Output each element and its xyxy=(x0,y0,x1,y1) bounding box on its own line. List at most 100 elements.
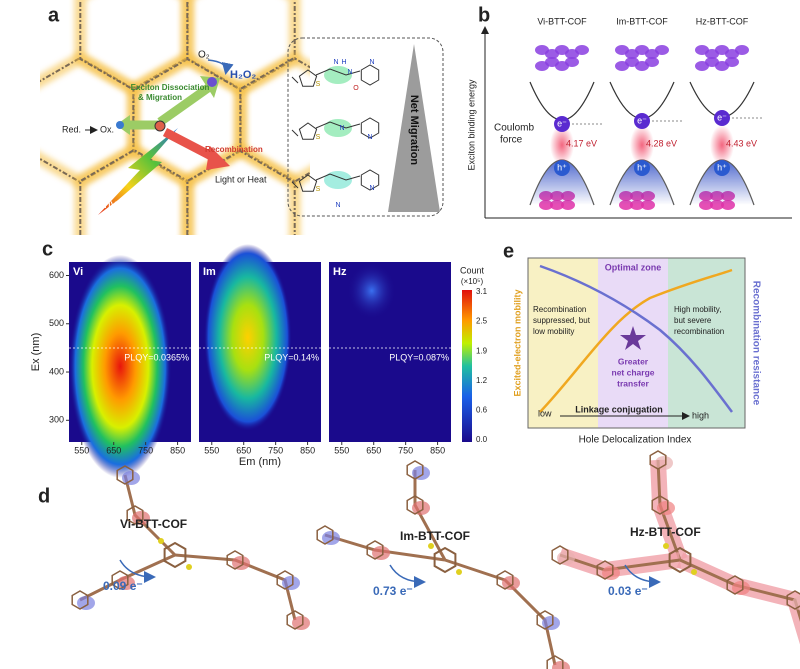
linkage-bond xyxy=(315,173,361,181)
sulfur xyxy=(158,538,164,544)
x-tick-label: 650 xyxy=(106,445,121,455)
ring xyxy=(536,610,554,630)
y-tick-label: 300 xyxy=(49,415,64,425)
lumo-lobe xyxy=(565,57,579,67)
cof-name: Vi-BTT-COF xyxy=(537,16,587,26)
ring xyxy=(546,655,564,669)
atom-label: H xyxy=(341,59,346,66)
electron xyxy=(714,110,730,126)
backbone xyxy=(444,558,557,666)
linkage-highlight xyxy=(324,171,352,189)
density-lobe xyxy=(412,466,430,480)
pyridine xyxy=(360,64,380,86)
density-lobe xyxy=(732,581,750,595)
structure-name: Hz-BTT-COF xyxy=(630,525,701,539)
side-chain xyxy=(291,181,299,189)
sulfur xyxy=(663,543,669,549)
electron xyxy=(634,113,650,129)
density-lobe xyxy=(655,456,673,470)
zone-text: net charge xyxy=(612,367,655,377)
high-label: high xyxy=(692,410,709,420)
colorbar-tick: 1.9 xyxy=(476,346,488,355)
transfer-arrow xyxy=(119,559,156,583)
panel-a: a hv O₂ H₂O₂ Exciton Dissociation& Migration… xyxy=(40,0,444,235)
zone-label: Optimal zone xyxy=(605,262,662,272)
net-migration-label: Net Migration xyxy=(408,95,420,166)
density-lobe xyxy=(657,501,675,515)
h2o2-label: H₂O₂ xyxy=(230,69,256,81)
density-lobe xyxy=(542,616,560,630)
x-tick-label: 650 xyxy=(236,445,251,455)
density-lobe xyxy=(292,616,310,630)
ring xyxy=(406,495,424,515)
map-name: Vi xyxy=(73,266,83,278)
ring xyxy=(726,575,744,595)
linkage-highlight xyxy=(324,119,352,137)
charge-label: 0.73 e⁻ xyxy=(373,584,413,598)
x-tick-label: 850 xyxy=(430,445,445,455)
coulomb-glow xyxy=(550,125,574,165)
x-tick-label: 750 xyxy=(268,445,283,455)
honeycomb xyxy=(40,0,310,235)
hole xyxy=(714,160,730,176)
ring xyxy=(71,590,89,610)
emission-blob xyxy=(347,262,397,320)
core-ring xyxy=(163,541,187,569)
structure-name: Im-BTT-COF xyxy=(400,529,470,543)
colorbar-tick: 0.0 xyxy=(476,435,488,444)
conjugation-label: Linkage conjugation xyxy=(575,404,663,414)
sulfur xyxy=(428,543,434,549)
core-ring xyxy=(668,546,692,574)
coulomb-glow xyxy=(710,125,734,165)
density-lobe xyxy=(372,546,390,560)
hole-label: h⁺ xyxy=(717,162,727,172)
linkage-bond xyxy=(315,68,361,76)
coulomb-glow xyxy=(630,125,654,165)
x-tick-label: 550 xyxy=(334,445,349,455)
light-heat-label: Light or Heat xyxy=(215,174,267,184)
ox-label: Ox. xyxy=(100,124,114,134)
atom-label: N xyxy=(347,69,352,76)
hole-label: h⁺ xyxy=(637,162,647,172)
atom-label: N xyxy=(339,125,344,132)
ring xyxy=(496,570,514,590)
colorbar xyxy=(462,290,472,442)
panel-label: d xyxy=(38,485,50,507)
zone-text: transfer xyxy=(617,378,649,388)
y-tick-label: 600 xyxy=(49,270,64,280)
zone-text: recombination xyxy=(674,327,724,336)
backbone xyxy=(679,558,800,622)
x-tick-label: 550 xyxy=(204,445,219,455)
backbone xyxy=(123,474,177,557)
ring xyxy=(111,570,129,590)
emission-blob xyxy=(69,254,172,478)
colorbar-tick: 1.2 xyxy=(476,376,488,385)
atom-label: S xyxy=(316,81,321,88)
density-lobe xyxy=(557,551,575,565)
ring xyxy=(276,570,294,590)
colorbar-tick: 2.5 xyxy=(476,317,488,326)
atom-label: S xyxy=(316,134,321,141)
density-lobe xyxy=(322,531,340,545)
atom-label: N xyxy=(333,59,338,66)
ring xyxy=(786,590,800,610)
emission-blob xyxy=(203,244,292,432)
red-label: Red. xyxy=(62,124,81,134)
transfer-arrow xyxy=(624,564,661,588)
zone-text: Greater xyxy=(618,356,649,366)
migration-arrow xyxy=(157,84,211,126)
sulfur xyxy=(691,569,697,575)
charge-label: 0.09 e⁻ xyxy=(103,579,143,593)
hexagon xyxy=(79,0,189,92)
hole xyxy=(634,160,650,176)
thiophene xyxy=(298,69,318,87)
density-lobe xyxy=(232,556,250,570)
panel-label: e xyxy=(503,240,514,262)
ring xyxy=(116,465,134,485)
coulomb-label: Coulomb xyxy=(494,123,534,134)
lumo-lobe xyxy=(735,45,749,55)
atom-label: N xyxy=(367,134,372,141)
lumo-lobe xyxy=(575,45,589,55)
resistance-curve xyxy=(539,264,734,413)
sulfur xyxy=(186,564,192,570)
